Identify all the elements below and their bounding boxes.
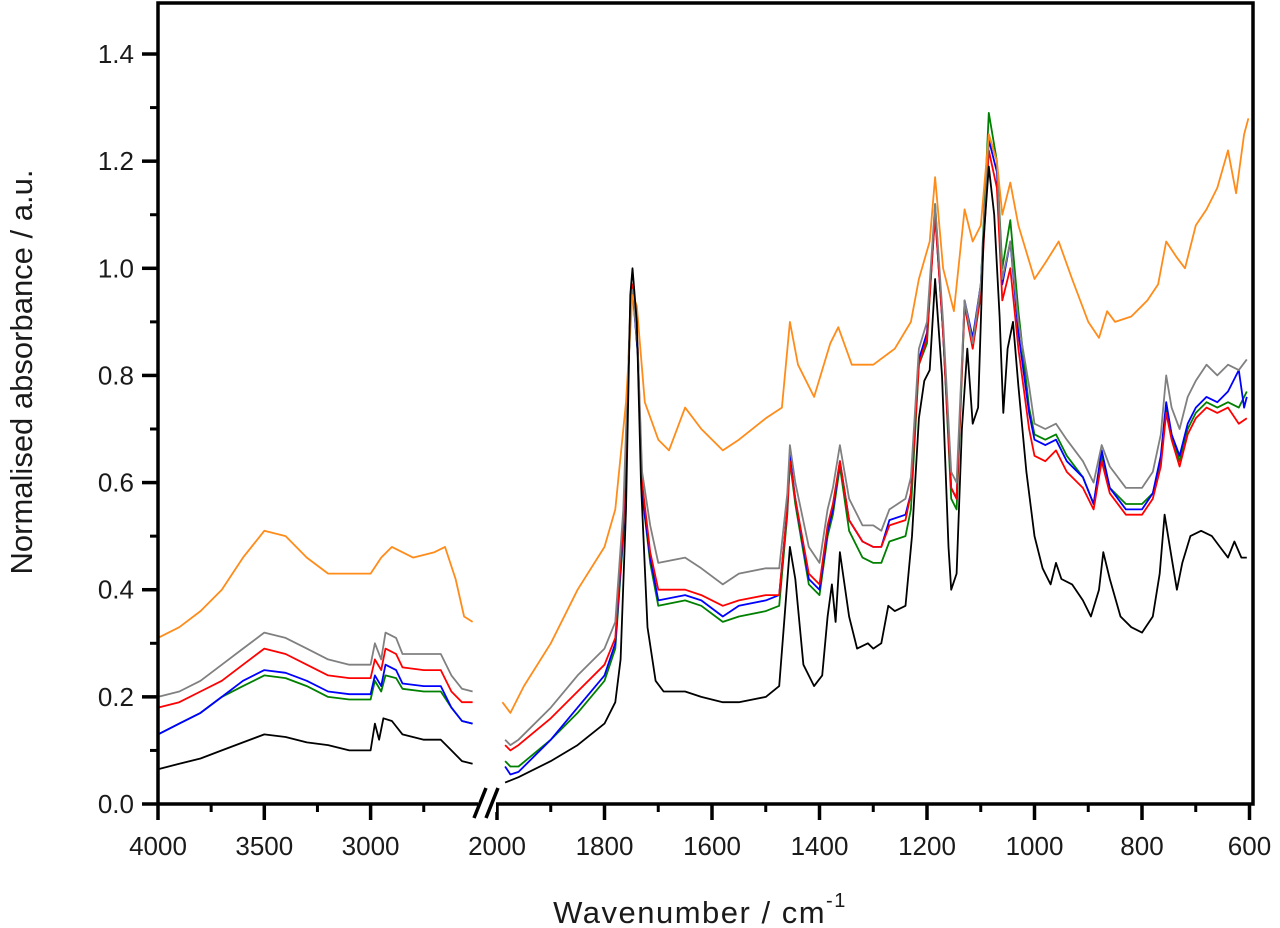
y-tick-label: 0.4 [98, 575, 134, 605]
x-tick-label: 3000 [342, 831, 400, 861]
series-red-right [504, 149, 1248, 752]
axis-ticks: 0.0 0.2 0.4 0.6 0.8 1.0 1.2 1.4 4000 3500 3000 2000… [98, 39, 1271, 861]
y-tick-label: 0.0 [98, 789, 134, 819]
spectrum-series [157, 112, 1250, 784]
series-grey-left [157, 631, 473, 698]
x-tick-label: 3500 [235, 831, 293, 861]
x-axis-title-main: Wavenumber / cm [553, 895, 826, 928]
series-green-right [504, 112, 1248, 768]
series-grey-right [504, 133, 1248, 746]
x-tick-label: 4000 [129, 831, 187, 861]
y-tick-label: 0.2 [98, 682, 134, 712]
series-orange-right [501, 118, 1250, 714]
y-tick-label: 0.8 [98, 360, 134, 390]
series-red-left [157, 647, 473, 709]
x-tick-label: 1000 [1006, 831, 1064, 861]
series-green-left [157, 674, 473, 736]
x-tick-label: 1200 [898, 831, 956, 861]
x-tick-label: 800 [1120, 831, 1163, 861]
y-tick-label: 1.0 [98, 253, 134, 283]
x-tick-label: 1800 [576, 831, 634, 861]
series-orange-left [157, 529, 474, 639]
y-axis-title: Normalised absorbance / a.u. [4, 170, 39, 575]
series-black-right [504, 165, 1247, 784]
x-tick-label: 1400 [791, 831, 849, 861]
y-tick-label: 1.4 [98, 39, 134, 69]
x-axis-break-marks [472, 787, 500, 819]
y-tick-label: 0.6 [98, 468, 134, 498]
series-black-left [157, 717, 473, 771]
y-tick-label: 1.2 [98, 146, 134, 176]
plot-frame [156, 1, 1255, 806]
x-axis-title: Wavenumber / cm-1 [553, 890, 847, 928]
series-blue-right [504, 138, 1248, 776]
x-tick-label: 600 [1228, 831, 1271, 861]
x-axis-title-superscript: -1 [826, 890, 847, 912]
x-tick-label: 2000 [468, 831, 526, 861]
series-blue-left [157, 663, 473, 736]
x-tick-label: 1600 [683, 831, 741, 861]
